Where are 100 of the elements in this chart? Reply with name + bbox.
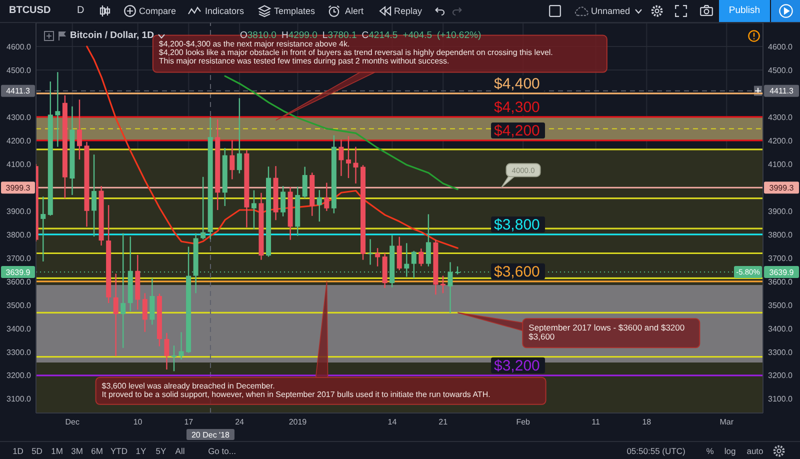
text: 3639.9 [769,268,794,277]
y-tick-label: 4600.0 [6,42,32,52]
text: 1D [12,446,24,456]
candlestick [230,140,235,180]
y-tick-label: 3900.0 [6,206,32,216]
candlestick [418,248,424,267]
text: 1M [51,446,63,456]
ref-line-label: 20 Dec '18 [191,430,230,440]
x-tick-label: 2019 [288,418,308,427]
annotation: $4,200-$4,300 as the next major resistance above 4k. $4,200 looks like a major obstacle in front of buyers as trend reversal is highly dependent on crossing this level. This major resistance was tested few times during past 2 months without success. [158,39,553,66]
y-tick-label: 4500.0 [6,66,32,75]
candlestick [375,247,380,267]
candlestick [55,72,60,148]
candlestick [164,332,170,370]
y2-tick-label: 3500.0 [768,300,794,310]
candlestick [368,238,373,266]
candlestick [76,98,82,160]
text: 5Y [156,446,166,456]
y2-tick-label: 3300.0 [768,348,794,357]
candlestick [396,236,402,271]
text: 4411.3 [770,86,794,96]
text: Alert [345,6,364,16]
y2-tick-label: 3600.0 [768,277,794,286]
candlestick [338,138,344,177]
text: All [175,446,185,456]
publish-button: Publish [719,0,770,22]
ref-line-label: $3,200 [494,357,540,374]
y-tick-label: 3200.0 [6,371,32,380]
y2-tick-label: 3700.0 [768,254,794,263]
candlestick [200,176,206,240]
candlestick [150,278,155,326]
x-tick-label: 17 [184,418,194,427]
ref-line-label: 3999.3 [6,183,31,192]
text: Templates [274,6,316,16]
y-tick-label: 4300.0 [6,112,32,122]
candlestick [346,136,351,179]
candlestick [40,196,46,262]
text: log [724,446,736,456]
y2-tick-label: 4100.0 [768,160,794,169]
text: YTD [110,446,128,456]
text: 3M [71,446,83,456]
x-tick-label: Dec [65,418,80,427]
candlestick [236,98,242,174]
y2-tick-label: 3200.0 [768,371,794,380]
text: 05:50:55 (UTC) [626,446,686,456]
ref-line-label: $3,600 [494,263,540,280]
text: Compare [139,6,176,16]
x-tick-label: 14 [388,418,398,427]
text: % [706,446,714,456]
candlestick [142,292,148,333]
y-tick-label: 4200.0 [6,136,32,146]
candlestick [324,182,330,212]
text: 6M [91,446,103,456]
candlestick [178,332,184,360]
text: BTCUSD [9,5,51,17]
candlestick [113,273,118,357]
y-tick-label: 3400.0 [6,324,32,334]
y2-tick-label: 3400.0 [768,324,794,334]
annotation: $3,600 level was already breached in December. It proved to be a solid support, however, when in September 2017 bulls used it to initiate the run towards ATH. [102,381,490,400]
text: 3999.3 [769,183,794,192]
y2-tick-label: 4200.0 [768,136,794,146]
candlestick [353,146,358,184]
x-tick-label: 10 [133,418,143,427]
x-tick-label: 24 [235,418,245,427]
y2-tick-label: 3900.0 [768,206,794,216]
candlestick [316,189,322,222]
text: Indicators [205,6,244,16]
y2-tick-label: 4500.0 [768,66,794,75]
candlestick [251,190,256,230]
y-tick-label: 3700.0 [6,254,32,263]
text: Go to... [208,446,236,456]
ref-line-label: $4,300 [494,98,540,116]
ref-line-label: $3,800 [494,216,540,234]
ref-line-label: 3639.9 [6,268,31,277]
y-tick-label: 3100.0 [6,394,32,404]
text: 5D [32,446,42,456]
text: O3810.0 H4299.0 L3780.1 C4214.5 +404.5 (+10.62%) [240,30,482,41]
y2-tick-label: 4300.0 [768,112,794,122]
y-tick-label: 3800.0 [6,230,32,240]
y2-tick-label: 3100.0 [768,394,794,404]
y-tick-label: 4100.0 [6,160,32,169]
x-tick-label: Mar [720,418,734,427]
candlestick [426,214,431,267]
x-tick-label: Feb [516,418,531,427]
x-tick-label: 11 [592,418,600,427]
candlestick [280,185,286,217]
ref-line-label: $4,200 [494,122,540,140]
text: D [77,5,84,17]
text: auto [746,446,764,456]
candlestick [302,166,308,199]
text: Bitcoin / Dollar, 1D [70,30,154,42]
y-tick-label: 3500.0 [6,300,32,310]
text: Replay [394,6,422,16]
y2-tick-label: 3800.0 [768,230,794,240]
ref-line-label: $4,400 [494,75,540,92]
ref-line-label: 4411.3 [6,86,30,96]
annotation: September 2017 lows - $3600 and $3200 $3,600 [528,322,685,342]
x-tick-label: 21 [438,418,448,427]
line-series [224,75,458,190]
candlestick [171,344,176,372]
